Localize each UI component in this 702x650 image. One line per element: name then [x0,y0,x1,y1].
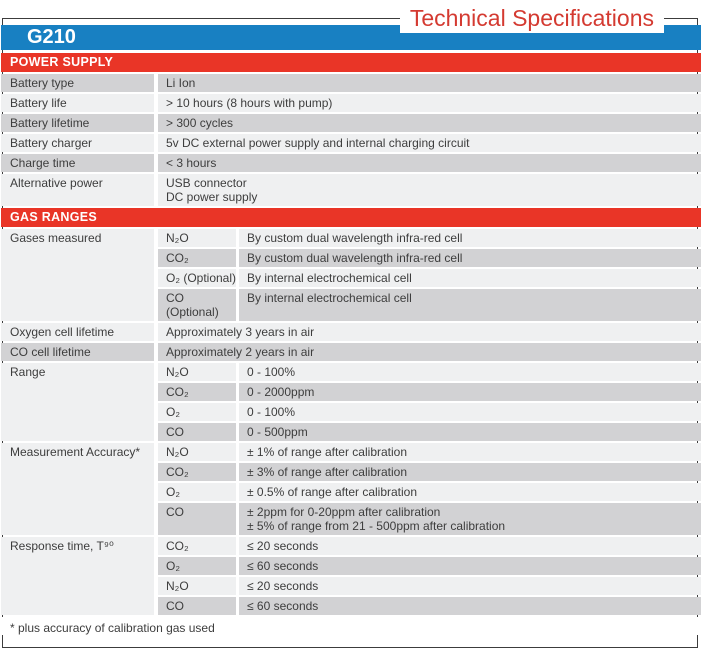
spec-value: 0 - 100% [239,363,701,381]
gas-name: CO₂ [158,463,236,481]
gas-name: N₂O [158,443,236,461]
spec-value: ≤ 60 seconds [239,557,701,575]
spec-label: Alternative power [1,174,154,206]
spec-subrow: CO₂ ≤ 20 seconds [158,537,701,555]
spec-value: ± 3% of range after calibration [239,463,701,481]
spec-subrow: O₂ ± 0.5% of range after calibration [158,483,701,501]
gas-name: CO₂ [158,383,236,401]
spec-label: Response time, T⁹⁰ [1,537,154,615]
spec-subrow: N₂O By custom dual wavelength infra-red … [158,229,701,247]
section-rows: Gases measured N₂O By custom dual wavele… [1,229,701,615]
spec-value: By custom dual wavelength infra-red cell [239,229,701,247]
spec-subrows: CO₂ ≤ 20 seconds O₂ ≤ 60 seconds N₂O ≤ 2… [158,537,701,615]
gas-name: O₂ [158,557,236,575]
spec-subrow: CO₂ By custom dual wavelength infra-red … [158,249,701,267]
spec-subrow: O₂ 0 - 100% [158,403,701,421]
spec-label: Oxygen cell lifetime [1,323,154,341]
spec-value: Li Ion [158,74,701,92]
spec-row: Charge time < 3 hours [1,154,701,172]
spec-value: USB connector DC power supply [158,174,701,206]
page-title: Technical Specifications [399,3,664,33]
spec-value: 0 - 2000ppm [239,383,701,401]
gas-name: O₂ (Optional) [158,269,236,287]
spec-value: By internal electrochemical cell [239,289,701,321]
spec-row: CO cell lifetime Approximately 2 years i… [1,343,701,361]
spec-label: CO cell lifetime [1,343,154,361]
spec-subrow: O₂ (Optional) By internal electrochemica… [158,269,701,287]
spec-value: Approximately 3 years in air [158,323,701,341]
spec-subrow: CO₂ ± 3% of range after calibration [158,463,701,481]
spec-section: GAS RANGES Gases measured N₂O By custom … [1,208,701,615]
spec-value: By internal electrochemical cell [239,269,701,287]
spec-value: Approximately 2 years in air [158,343,701,361]
spec-subrow: CO₂ 0 - 2000ppm [158,383,701,401]
spec-label: Measurement Accuracy* [1,443,154,535]
gas-name: CO [158,597,236,615]
spec-group-row: Measurement Accuracy* N₂O ± 1% of range … [1,443,701,535]
spec-label: Battery lifetime [1,114,154,132]
spec-subrow: CO ± 2ppm for 0-20ppm after calibration … [158,503,701,535]
spec-subrow: N₂O ± 1% of range after calibration [158,443,701,461]
spec-subrows: N₂O By custom dual wavelength infra-red … [158,229,701,321]
spec-sections: POWER SUPPLY Battery type Li Ion Battery… [1,53,701,615]
spec-row: Battery type Li Ion [1,74,701,92]
spec-label: Gases measured [1,229,154,321]
gas-name: N₂O [158,577,236,595]
spec-row: Alternative power USB connector DC power… [1,174,701,206]
spec-value: ± 0.5% of range after calibration [239,483,701,501]
spec-row: Battery charger 5v DC external power sup… [1,134,701,152]
spec-value: By custom dual wavelength infra-red cell [239,249,701,267]
gas-name: CO [158,423,236,441]
section-header: POWER SUPPLY [1,53,701,72]
spec-label: Range [1,363,154,441]
spec-subrow: N₂O ≤ 20 seconds [158,577,701,595]
spec-subrow: CO ≤ 60 seconds [158,597,701,615]
spec-value: > 10 hours (8 hours with pump) [158,94,701,112]
gas-name: O₂ [158,403,236,421]
spec-value: < 3 hours [158,154,701,172]
gas-name: O₂ [158,483,236,501]
spec-group-row: Response time, T⁹⁰ CO₂ ≤ 20 seconds O₂ ≤… [1,537,701,615]
spec-row: Battery life > 10 hours (8 hours with pu… [1,94,701,112]
gas-name: CO [158,503,236,535]
spec-value: 0 - 100% [239,403,701,421]
gas-name: N₂O [158,363,236,381]
spec-value: ≤ 20 seconds [239,537,701,555]
spec-value: ≤ 60 seconds [239,597,701,615]
spec-row: Battery lifetime > 300 cycles [1,114,701,132]
spec-subrow: N₂O 0 - 100% [158,363,701,381]
spec-subrow: CO (Optional) By internal electrochemica… [158,289,701,321]
spec-group-row: Gases measured N₂O By custom dual wavele… [1,229,701,321]
gas-name: CO₂ [158,249,236,267]
spec-subrows: N₂O 0 - 100% CO₂ 0 - 2000ppm O₂ 0 - 100%… [158,363,701,441]
spec-row: Oxygen cell lifetime Approximately 3 yea… [1,323,701,341]
spec-value: 5v DC external power supply and internal… [158,134,701,152]
spec-value: ≤ 20 seconds [239,577,701,595]
spec-value: > 300 cycles [158,114,701,132]
spec-subrow: O₂ ≤ 60 seconds [158,557,701,575]
gas-name: CO (Optional) [158,289,236,321]
spec-group-row: Range N₂O 0 - 100% CO₂ 0 - 2000ppm O₂ 0 … [1,363,701,441]
footnote: * plus accuracy of calibration gas used [1,617,701,635]
spec-label: Battery type [1,74,154,92]
section-header: GAS RANGES [1,208,701,227]
spec-section: POWER SUPPLY Battery type Li Ion Battery… [1,53,701,206]
spec-value: ± 1% of range after calibration [239,443,701,461]
gas-name: N₂O [158,229,236,247]
model-name: G210 [27,26,76,48]
spec-label: Battery charger [1,134,154,152]
spec-label: Battery life [1,94,154,112]
spec-subrow: CO 0 - 500ppm [158,423,701,441]
spec-label: Charge time [1,154,154,172]
section-rows: Battery type Li Ion Battery life > 10 ho… [1,74,701,206]
spec-subrows: N₂O ± 1% of range after calibration CO₂ … [158,443,701,535]
spec-value: ± 2ppm for 0-20ppm after calibration ± 5… [239,503,701,535]
spec-value: 0 - 500ppm [239,423,701,441]
gas-name: CO₂ [158,537,236,555]
spec-sheet: G210 POWER SUPPLY Battery type Li Ion Ba… [1,25,701,635]
